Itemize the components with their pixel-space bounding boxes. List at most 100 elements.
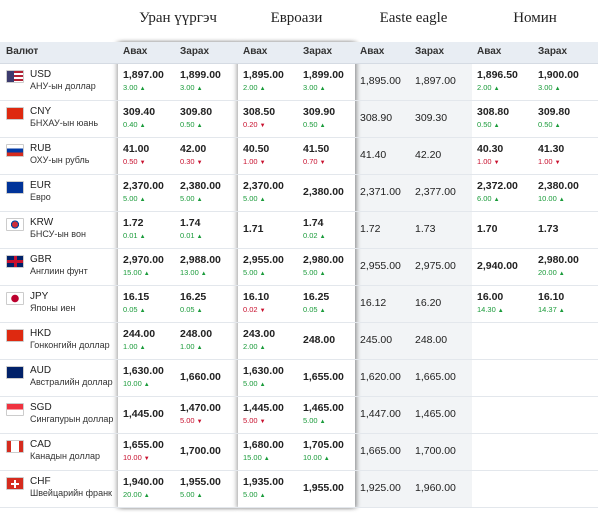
row-divider — [0, 286, 598, 323]
rate-value: 1.74 — [180, 217, 201, 229]
rate-value: 16.12 — [360, 297, 387, 309]
trend-arrow: ▲ — [319, 86, 326, 92]
rate-change: 14.37 ▲ — [538, 305, 565, 314]
trend-arrow: ▲ — [139, 234, 146, 240]
rate-value: 309.80 — [180, 106, 213, 118]
rate-change: 2.00 ▲ — [243, 83, 266, 92]
rate-change: 0.50 ▼ — [123, 157, 146, 166]
currency-name: Канадын доллар — [30, 451, 100, 461]
rate-value: 2,970.00 — [123, 254, 164, 266]
trend-arrow: ▼ — [139, 160, 146, 166]
rate-value: 2,380.00 — [538, 180, 579, 192]
rate-value: 1,955.00 — [303, 482, 344, 494]
rate-value: 308.90 — [360, 112, 393, 124]
rate-value: 1,465.00 — [303, 402, 344, 414]
rate-value: 308.50 — [243, 106, 276, 118]
flag — [6, 70, 24, 83]
rate-value: 1,925.00 — [360, 482, 401, 494]
trend-arrow: ▲ — [196, 123, 203, 129]
rate-value: 1,665.00 — [360, 445, 401, 457]
row-divider — [0, 434, 598, 471]
rate-value: 1,620.00 — [360, 371, 401, 383]
rate-change: 5.00 ▲ — [180, 490, 203, 499]
rate-change: 5.00 ▲ — [243, 194, 266, 203]
trend-arrow: ▲ — [196, 197, 203, 203]
rate-value: 2,975.00 — [415, 260, 456, 272]
rate-value: 2,380.00 — [303, 186, 344, 198]
currency-code: HKD — [30, 328, 52, 339]
rate-value: 2,980.00 — [538, 254, 579, 266]
currency-name: Австралийн доллар — [30, 377, 113, 387]
rate-change: 14.30 ▲ — [477, 305, 504, 314]
flag — [6, 107, 24, 120]
rate-value: 1,895.00 — [243, 69, 284, 81]
rate-value: 1,955.00 — [180, 476, 221, 488]
row-divider — [0, 175, 598, 212]
trend-arrow: ▲ — [497, 308, 504, 314]
rate-value: 16.10 — [538, 291, 565, 303]
rate-value: 308.80 — [477, 106, 510, 118]
trend-arrow: ▼ — [319, 160, 326, 166]
trend-arrow: ▼ — [143, 456, 150, 462]
rate-change: 0.50 ▲ — [303, 120, 326, 129]
rate-value: 1,940.00 — [123, 476, 164, 488]
rate-value: 1,655.00 — [123, 439, 164, 451]
row-divider — [0, 101, 598, 138]
rate-change: 5.00 ▼ — [243, 416, 266, 425]
rate-value: 1,896.50 — [477, 69, 518, 81]
rate-value: 248.00 — [180, 328, 213, 340]
currency-name: Японы иен — [30, 303, 76, 313]
rate-change: 0.20 ▼ — [243, 120, 266, 129]
rate-change: 5.00 ▲ — [243, 379, 266, 388]
rate-value: 2,370.00 — [243, 180, 284, 192]
rate-value: 1,470.00 — [180, 402, 221, 414]
rate-value: 1,655.00 — [303, 371, 344, 383]
rate-value: 16.25 — [303, 291, 330, 303]
trend-arrow: ▲ — [259, 345, 266, 351]
row-divider — [0, 397, 598, 434]
rate-value: 1,445.00 — [243, 402, 284, 414]
trend-arrow: ▼ — [259, 308, 266, 314]
trend-arrow: ▼ — [196, 160, 203, 166]
currency-code: JPY — [30, 291, 49, 302]
rate-change: 1.00 ▼ — [243, 157, 266, 166]
rate-change: 1.00 ▲ — [180, 342, 203, 351]
rate-value: 1,900.00 — [538, 69, 579, 81]
rate-change: 10.00 ▲ — [538, 194, 565, 203]
rate-change: 5.00 ▲ — [303, 268, 326, 277]
rate-value: 1,700.00 — [415, 445, 456, 457]
rate-change: 0.05 ▲ — [303, 305, 326, 314]
currency-name: Швейцарийн франк — [30, 488, 112, 498]
flag — [6, 181, 24, 194]
rate-value: 1.70 — [477, 223, 498, 235]
rate-value: 248.00 — [415, 334, 448, 346]
rate-change: 10.00 ▼ — [123, 453, 150, 462]
rate-value: 41.40 — [360, 149, 387, 161]
rate-change: 0.50 ▲ — [477, 120, 500, 129]
rate-value: 41.50 — [303, 143, 330, 155]
currency-code: RUB — [30, 143, 52, 154]
rate-value: 1.72 — [123, 217, 144, 229]
trend-arrow: ▲ — [319, 308, 326, 314]
currency-code: SGD — [30, 402, 52, 413]
trend-arrow: ▲ — [259, 271, 266, 277]
buy-header: Авах — [123, 46, 148, 57]
rate-change: 3.00 ▲ — [180, 83, 203, 92]
flag — [6, 477, 24, 490]
rate-value: 243.00 — [243, 328, 276, 340]
rate-change: 6.00 ▲ — [477, 194, 500, 203]
rate-change: 15.00 ▲ — [123, 268, 150, 277]
trend-arrow: ▼ — [554, 160, 561, 166]
sell-header: Зарах — [415, 46, 445, 57]
currency-name: Гонконгийн доллар — [30, 340, 110, 350]
rate-value: 309.30 — [415, 112, 448, 124]
rate-value: 40.50 — [243, 143, 270, 155]
rate-value: 1,665.00 — [415, 371, 456, 383]
rate-value: 2,980.00 — [303, 254, 344, 266]
currency-name: Сингапурын доллар — [30, 414, 114, 424]
bank-column — [118, 42, 238, 508]
rate-change: 5.00 ▲ — [180, 194, 203, 203]
trend-arrow: ▲ — [263, 456, 270, 462]
currency-name: АНУ-ын доллар — [30, 81, 96, 91]
rate-value: 244.00 — [123, 328, 156, 340]
